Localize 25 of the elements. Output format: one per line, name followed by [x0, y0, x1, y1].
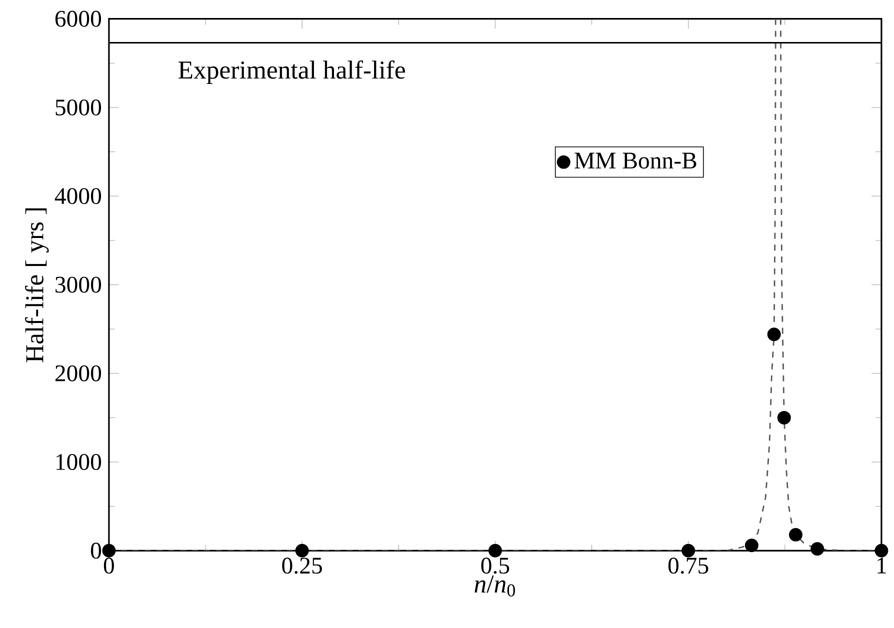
x-axis-title: n/n$_{0}$ — [474, 576, 515, 597]
point — [295, 544, 309, 558]
y-tick-label: 3000 — [56, 276, 102, 293]
point — [767, 328, 781, 342]
point — [777, 411, 791, 424]
x-tick-label: 0 — [104, 558, 114, 574]
point — [744, 538, 758, 552]
y-tick-label: 4000 — [54, 188, 102, 204]
x-tick-label: 1 — [878, 558, 886, 574]
point — [788, 528, 802, 542]
point — [682, 544, 696, 558]
point — [102, 544, 116, 558]
y-tick-label: 2000 — [55, 365, 102, 382]
y-tick-label: 6000 — [55, 10, 102, 27]
y-tick-label: 1000 — [56, 454, 102, 470]
y-tick-label: 5000 — [56, 99, 102, 116]
y-tick-label: 0 — [90, 542, 102, 559]
point — [810, 542, 824, 556]
y-axis-title: Half-life [ yrs ] — [25, 208, 49, 362]
x-tick-label: 0.5 — [481, 558, 510, 574]
ref-line-label: Experimental half-life — [178, 60, 405, 84]
legend-label: MM Bonn-B — [574, 152, 696, 169]
x-tick-label: 0.75 — [668, 558, 708, 574]
point — [488, 544, 502, 558]
x-tick-label: 0.25 — [282, 558, 322, 574]
